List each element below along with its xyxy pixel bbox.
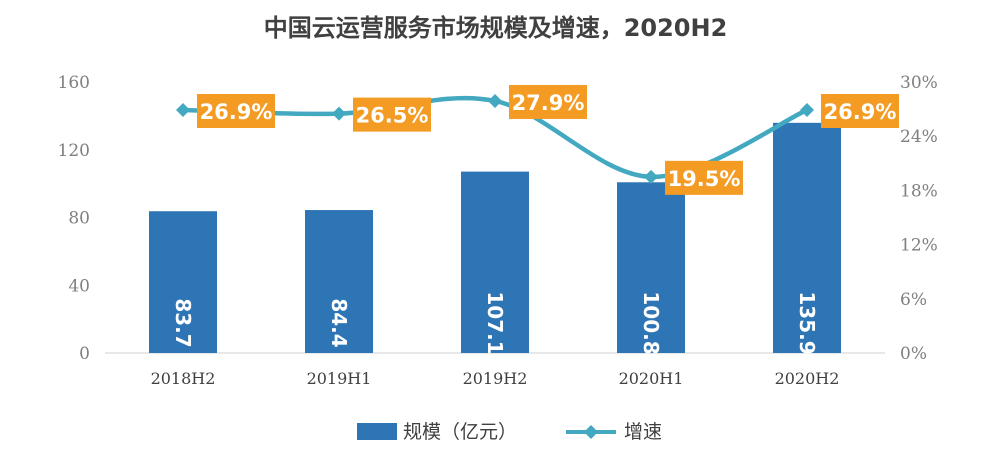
y2-axis-tick-label: 12% <box>900 236 938 256</box>
bar-value-label: 84.4 <box>327 298 351 347</box>
x-axis-tick-label: 2019H1 <box>307 369 372 388</box>
y-axis-tick-label: 120 <box>58 141 90 161</box>
y-axis-tick-label: 40 <box>68 276 90 296</box>
chart-title: 中国云运营服务市场规模及增速，2020H2 <box>263 14 728 42</box>
rate-label-box <box>197 94 275 129</box>
bar <box>617 182 685 353</box>
rate-value-label: 26.5% <box>356 104 429 128</box>
legend-label-bar: 规模（亿元） <box>403 421 517 443</box>
x-axis-tick-label: 2018H2 <box>151 369 216 388</box>
rate-value-label: 26.9% <box>824 100 897 124</box>
bar <box>149 211 217 353</box>
x-axis-tick-label: 2020H2 <box>775 369 840 388</box>
bar-value-label: 135.9 <box>795 291 819 354</box>
line-point-marker <box>488 93 502 108</box>
rate-value-label: 27.9% <box>512 91 585 115</box>
line-point-marker <box>176 103 190 118</box>
y-axis-tick-label: 160 <box>58 73 90 93</box>
y2-axis-tick-label: 6% <box>900 290 927 310</box>
y-axis-tick-label: 0 <box>79 344 90 364</box>
bar-value-label: 107.1 <box>483 291 507 354</box>
bar <box>305 210 373 353</box>
rate-label-box <box>821 94 899 129</box>
legend-swatch-marker <box>584 425 598 439</box>
bar <box>461 171 529 353</box>
line-point-marker <box>332 106 346 121</box>
legend-swatch-bar <box>357 423 397 440</box>
y2-axis-tick-label: 0% <box>900 344 927 364</box>
line-point-marker <box>644 169 658 184</box>
y2-axis-tick-label: 30% <box>900 73 938 93</box>
legend-label-line: 增速 <box>624 421 662 443</box>
bar-value-label: 83.7 <box>171 298 195 347</box>
y2-axis-tick-label: 18% <box>900 181 938 201</box>
line-point-marker <box>800 103 814 118</box>
x-axis-tick-label: 2019H2 <box>463 369 528 388</box>
rate-label-box <box>353 97 431 132</box>
x-axis-tick-label: 2020H1 <box>619 369 684 388</box>
bar-value-label: 100.8 <box>639 291 663 354</box>
rate-label-box <box>665 160 743 195</box>
bar <box>773 122 841 354</box>
rate-label-box <box>509 84 587 119</box>
y-axis-tick-label: 80 <box>68 209 90 229</box>
rate-value-label: 26.9% <box>200 100 273 124</box>
rate-value-label: 19.5% <box>668 167 741 191</box>
y2-axis-tick-label: 24% <box>900 127 938 147</box>
